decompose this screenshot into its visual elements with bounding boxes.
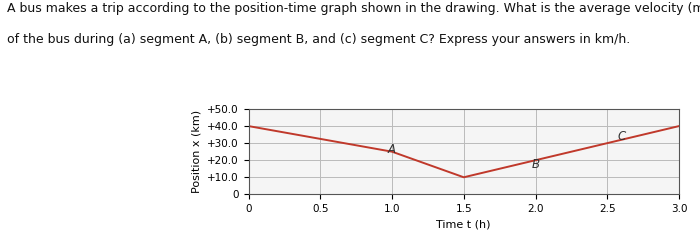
Y-axis label: Position x (km): Position x (km): [192, 110, 202, 193]
Text: B: B: [531, 158, 540, 171]
Text: A: A: [388, 143, 396, 156]
Text: of the bus during (a) segment A, (b) segment B, and (c) segment C? Express your : of the bus during (a) segment A, (b) seg…: [7, 33, 630, 46]
X-axis label: Time t (h): Time t (h): [437, 220, 491, 230]
Text: C: C: [617, 130, 626, 143]
Text: A bus makes a trip according to the position-time graph shown in the drawing. Wh: A bus makes a trip according to the posi…: [7, 2, 700, 15]
